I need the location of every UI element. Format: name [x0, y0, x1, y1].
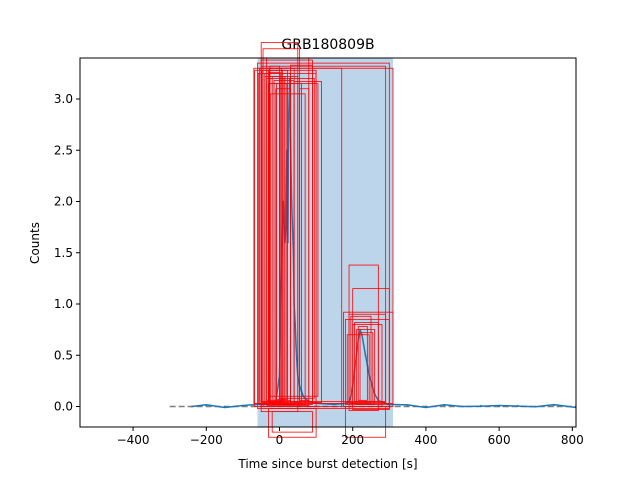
annotation-box — [355, 329, 376, 405]
x-tick-label: 200 — [341, 433, 364, 447]
annotation-box — [268, 408, 317, 438]
annotation-box — [257, 62, 390, 409]
light-curve-point — [461, 405, 464, 408]
y-tick-label: 0.0 — [54, 400, 73, 414]
light-curve-point — [295, 344, 297, 346]
light-curve-point — [223, 405, 226, 408]
annotation-box — [271, 411, 313, 433]
light-curve-point — [242, 404, 244, 407]
x-tick-label: 800 — [561, 433, 584, 447]
annotation-box — [266, 78, 285, 401]
y-tick-label: 2.0 — [54, 195, 73, 209]
light-curve-point — [190, 405, 193, 408]
light-curve-point — [553, 404, 555, 407]
x-tick-label: −400 — [117, 433, 150, 447]
light-curve-point — [480, 404, 482, 407]
light-curve-point — [498, 405, 500, 408]
light-curve-point — [534, 405, 537, 408]
annotation-boxes — [253, 42, 394, 438]
light-curve-point — [443, 404, 446, 407]
axes-frame — [79, 57, 577, 428]
x-tick-label: −200 — [190, 433, 223, 447]
light-curve-point — [364, 354, 367, 357]
y-tick-label: 3.0 — [54, 92, 73, 106]
y-axis-label: Counts — [28, 222, 42, 264]
light-curve-point — [333, 403, 336, 406]
y-tick-label: 1.5 — [54, 246, 73, 260]
y-axis: 0.0 0.5 1.0 1.5 2.0 2.5 3.0 — [54, 92, 80, 414]
annotation-box — [344, 406, 387, 438]
light-curve-point — [516, 404, 519, 407]
light-curve-point — [362, 344, 365, 346]
annotation-box — [352, 288, 390, 410]
light-curve-point — [406, 404, 409, 407]
x-axis: −400 −200 0 200 400 600 800 — [117, 427, 584, 447]
chart-title: GRB180809B — [281, 37, 374, 53]
x-tick-label: 0 — [276, 433, 284, 447]
x-tick-label: 400 — [414, 433, 437, 447]
annotation-box — [348, 264, 379, 411]
light-curve-point — [287, 118, 290, 121]
light-curve-point — [205, 404, 208, 407]
annotation-box — [269, 65, 280, 405]
y-tick-label: 0.5 — [54, 348, 73, 362]
y-tick-label: 1.0 — [54, 297, 73, 311]
light-curve-point — [290, 200, 293, 203]
light-curve-point — [291, 221, 294, 223]
x-axis-label: Time since burst detection [s] — [237, 457, 417, 471]
y-tick-label: 2.5 — [54, 143, 73, 157]
annotation-box — [357, 326, 368, 401]
annotation-box — [268, 69, 283, 402]
light-curve-point — [294, 323, 297, 326]
x-tick-label: 600 — [488, 433, 511, 447]
annotation-box — [260, 67, 343, 407]
annotation-box — [359, 332, 374, 402]
annotation-box — [350, 315, 372, 404]
light-curve-point — [425, 405, 427, 408]
